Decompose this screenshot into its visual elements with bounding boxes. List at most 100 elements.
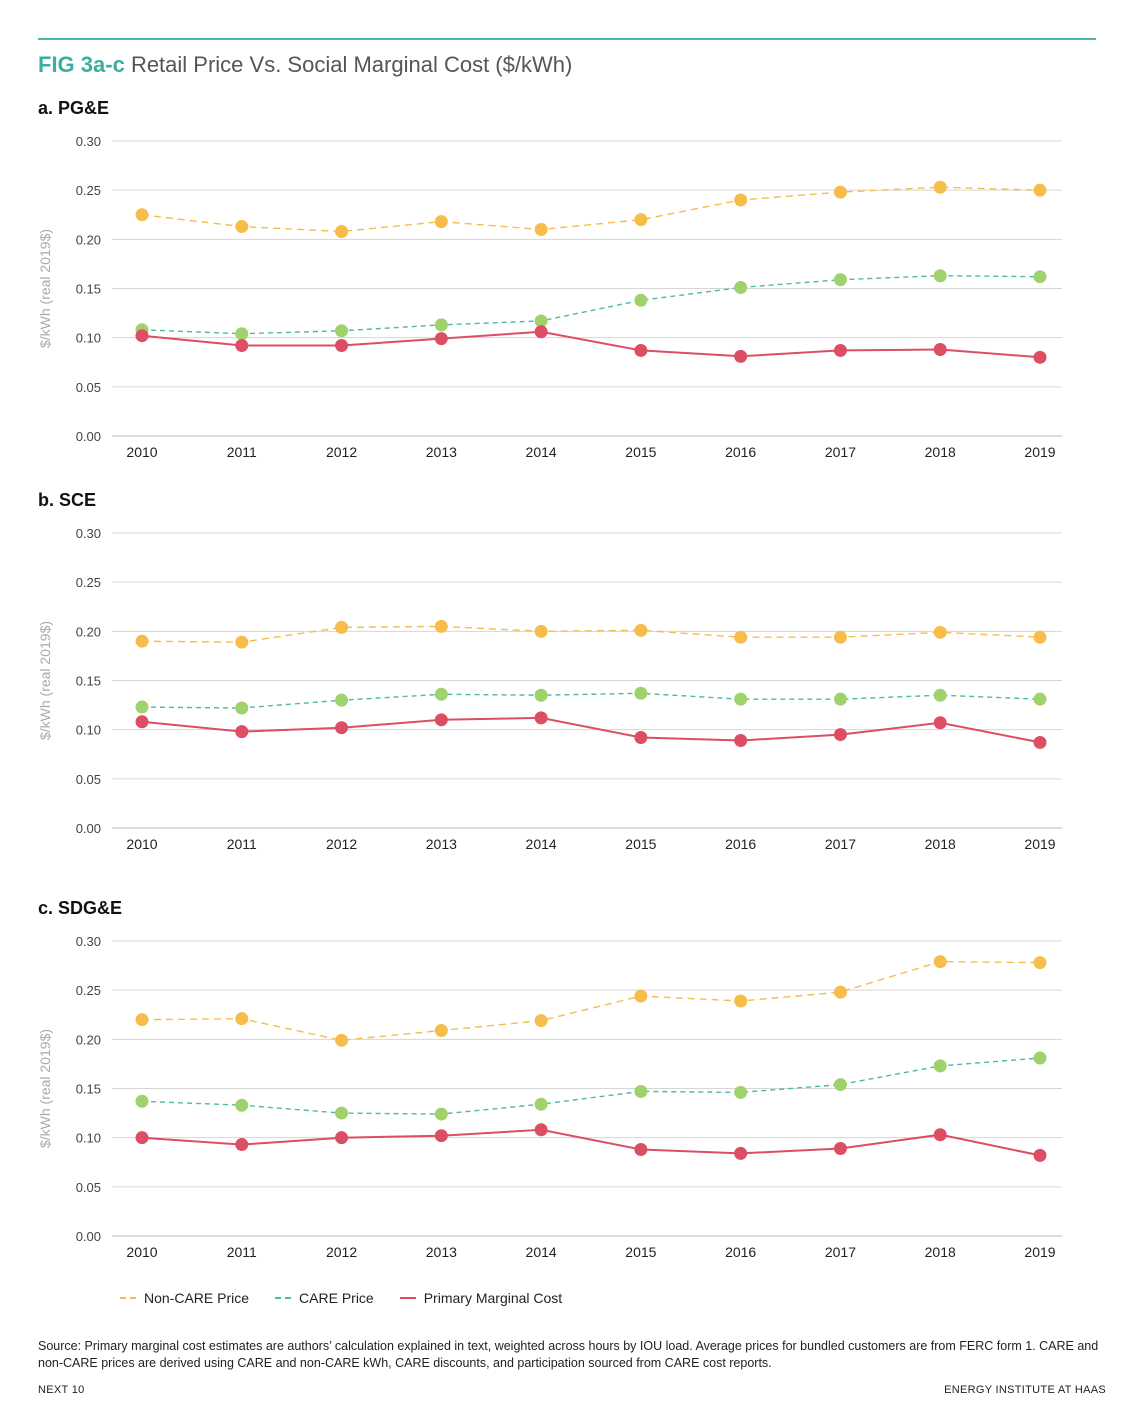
data-point-care	[235, 1098, 249, 1112]
x-tick-label: 2018	[925, 444, 956, 460]
x-tick-label: 2019	[1024, 1244, 1055, 1260]
y-axis-label: $/kWh (real 2019$)	[37, 621, 53, 740]
data-point-marginal	[135, 1131, 149, 1145]
x-tick-label: 2015	[625, 836, 656, 852]
y-tick-label: 0.30	[76, 934, 101, 949]
x-tick-label: 2010	[126, 444, 157, 460]
data-point-marginal	[434, 332, 448, 346]
data-point-care	[434, 1107, 448, 1121]
data-point-care	[235, 701, 249, 715]
data-point-non-care	[833, 985, 847, 999]
data-point-care	[933, 1059, 947, 1073]
y-tick-label: 0.00	[76, 1229, 101, 1244]
y-tick-label: 0.15	[76, 1082, 101, 1097]
data-point-care	[434, 687, 448, 701]
data-point-care	[734, 692, 748, 706]
data-point-marginal	[235, 339, 249, 353]
y-tick-label: 0.05	[76, 380, 101, 395]
x-tick-label: 2013	[426, 1244, 457, 1260]
data-point-non-care	[734, 193, 748, 207]
chart-sdge: 0.00 0.05 0.10 0.15 0.20 0.25 0.30 $/kWh (real …	[37, 934, 1062, 1260]
data-point-marginal	[434, 1129, 448, 1143]
data-point-marginal	[734, 733, 748, 747]
panel-title-sdge: c. SDG&E	[38, 898, 123, 918]
x-tick-label: 2014	[526, 444, 557, 460]
data-point-non-care	[1033, 630, 1047, 644]
chart-pge: 0.00 0.05 0.10 0.15 0.20 0.25 0.30 $/kWh (real …	[37, 134, 1062, 460]
data-point-non-care	[833, 185, 847, 199]
data-point-non-care	[434, 215, 448, 229]
data-point-marginal	[933, 342, 947, 356]
x-tick-label: 2010	[126, 1244, 157, 1260]
data-point-care	[1033, 1051, 1047, 1065]
data-point-care	[933, 688, 947, 702]
data-point-marginal	[1033, 735, 1047, 749]
figure-tag: FIG 3a-c	[38, 52, 125, 77]
figure-title-text: Retail Price Vs. Social Marginal Cost ($…	[130, 52, 573, 77]
data-point-marginal	[534, 711, 548, 725]
data-point-marginal	[833, 343, 847, 357]
legend-swatch-marginal	[399, 1297, 416, 1299]
data-point-marginal	[235, 1138, 249, 1152]
data-point-care	[434, 318, 448, 332]
data-point-non-care	[634, 213, 648, 227]
x-tick-label: 2011	[227, 444, 257, 460]
y-tick-label: 0.20	[76, 1032, 101, 1047]
x-tick-label: 2012	[326, 836, 357, 852]
x-tick-label: 2017	[825, 444, 856, 460]
series-line-marginal	[141, 716, 1041, 744]
data-point-care	[335, 1106, 349, 1120]
x-tick-label: 2014	[526, 836, 557, 852]
y-tick-label: 0.20	[76, 232, 101, 247]
data-point-non-care	[734, 630, 748, 644]
data-point-marginal	[833, 728, 847, 742]
data-point-care	[235, 327, 249, 341]
x-tick-label: 2010	[126, 836, 157, 852]
data-point-marginal	[335, 1131, 349, 1145]
y-tick-label: 0.30	[76, 526, 101, 541]
legend-label-care: CARE Price	[299, 1290, 374, 1306]
data-point-non-care	[534, 1014, 548, 1028]
series-line-care	[141, 692, 1041, 709]
y-tick-label: 0.25	[76, 575, 101, 590]
top-rule	[38, 38, 1096, 40]
data-point-care	[734, 281, 748, 295]
data-point-non-care	[634, 989, 648, 1003]
data-point-care	[135, 700, 149, 714]
y-tick-label: 0.10	[76, 723, 101, 738]
x-tick-label: 2017	[825, 836, 856, 852]
x-tick-label: 2016	[725, 444, 756, 460]
data-point-care	[634, 1084, 648, 1098]
data-point-marginal	[833, 1141, 847, 1155]
y-tick-label: 0.00	[76, 821, 101, 836]
data-point-non-care	[833, 630, 847, 644]
data-point-care	[534, 314, 548, 328]
legend-swatch-care	[275, 1297, 292, 1299]
x-tick-label: 2019	[1024, 836, 1055, 852]
data-point-non-care	[235, 220, 249, 234]
data-point-care	[335, 324, 349, 338]
x-tick-label: 2014	[526, 1244, 557, 1260]
data-point-marginal	[734, 349, 748, 363]
data-point-marginal	[434, 713, 448, 727]
data-point-non-care	[933, 955, 947, 969]
y-tick-label: 0.05	[76, 772, 101, 787]
data-point-marginal	[534, 1123, 548, 1137]
legend-swatch-non-care	[120, 1297, 136, 1299]
x-tick-label: 2017	[825, 1244, 856, 1260]
y-tick-label: 0.20	[76, 624, 101, 639]
series-line-non-care	[141, 625, 1041, 643]
footer-left: NEXT 10	[38, 1384, 85, 1396]
data-point-non-care	[135, 1013, 149, 1027]
data-point-non-care	[1033, 183, 1047, 197]
x-tick-label: 2019	[1024, 444, 1055, 460]
data-point-non-care	[933, 180, 947, 194]
data-point-care	[534, 688, 548, 702]
data-point-non-care	[534, 223, 548, 236]
data-point-care	[135, 1094, 149, 1108]
data-point-care	[833, 692, 847, 706]
data-point-marginal	[534, 325, 548, 339]
data-point-non-care	[135, 634, 149, 648]
data-point-non-care	[335, 1033, 349, 1047]
legend-item-care: CARE Price	[275, 1290, 374, 1306]
